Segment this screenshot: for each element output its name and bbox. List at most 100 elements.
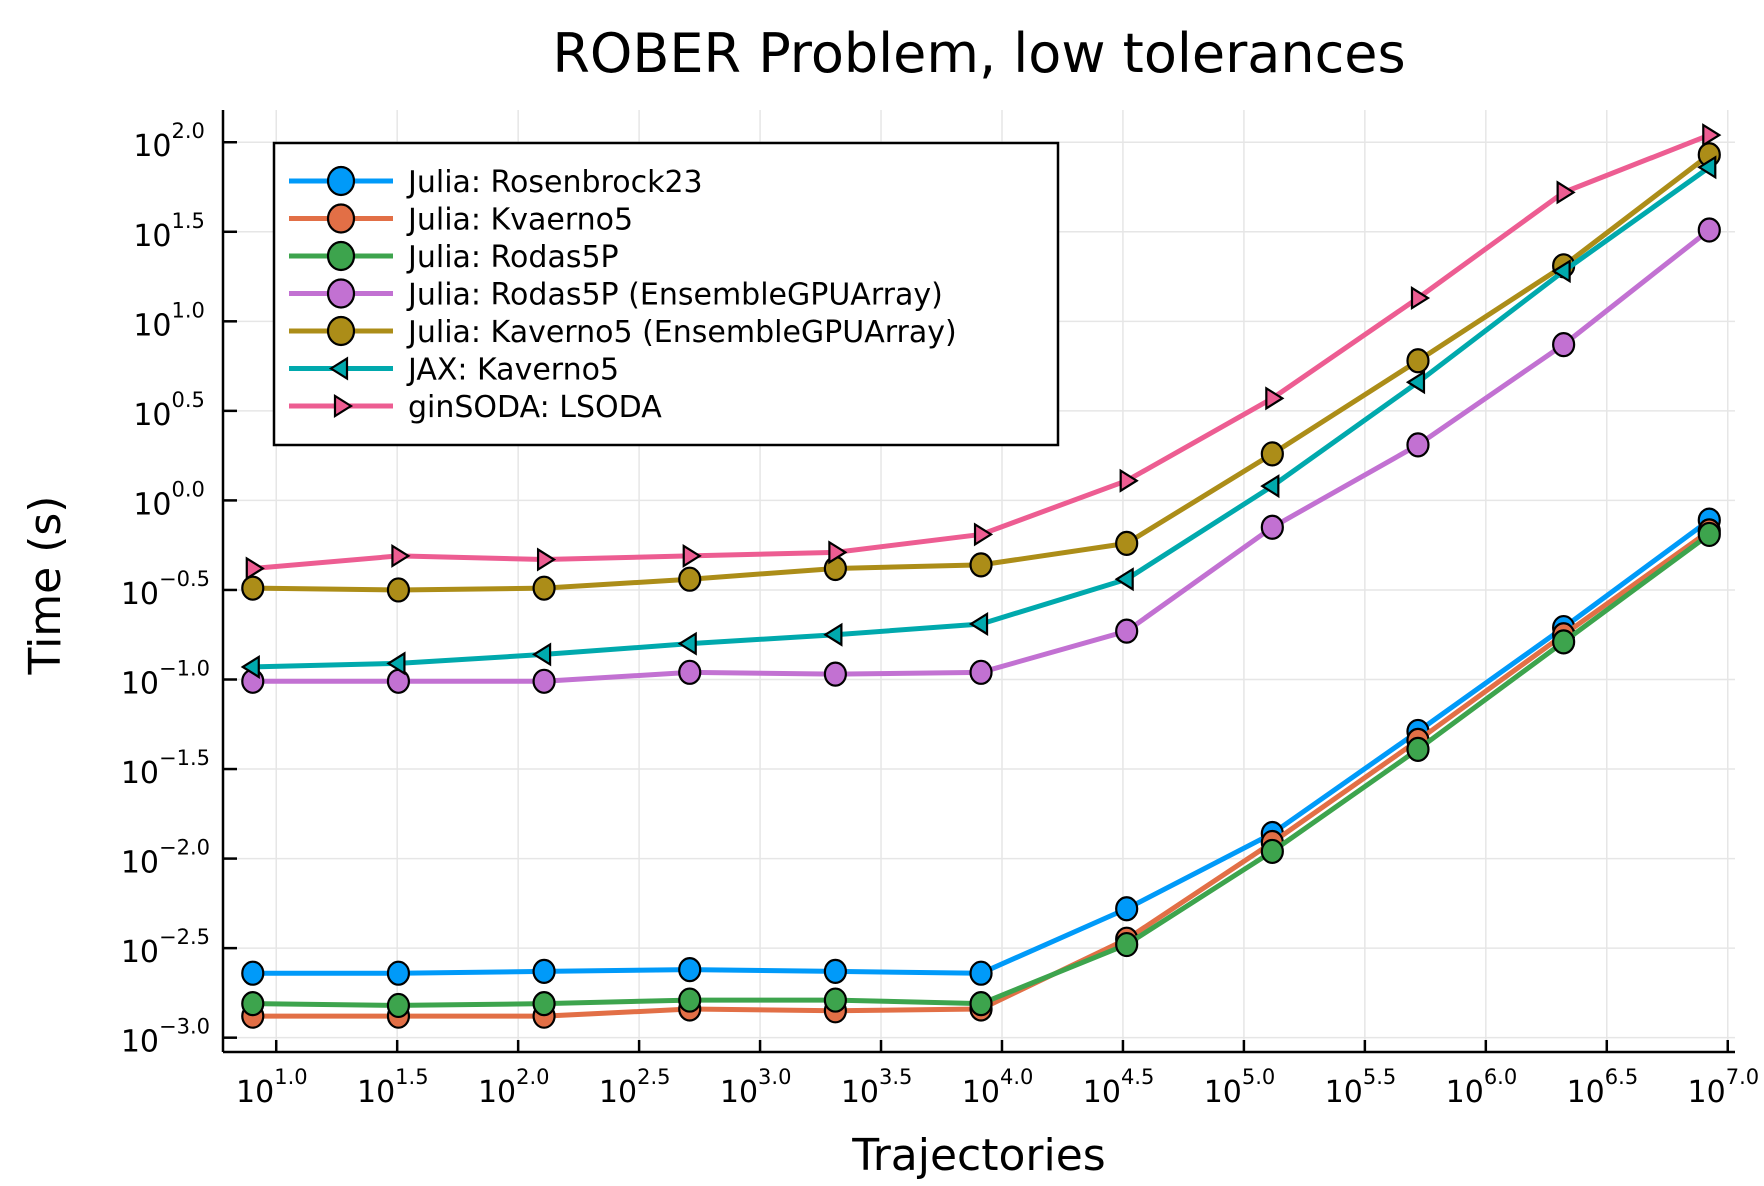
y-tick-label: 10 bbox=[133, 398, 171, 433]
legend-marker bbox=[328, 356, 349, 381]
x-tick-label: 10 bbox=[1204, 1075, 1242, 1110]
y-ticks: 10 2.010 1.510 1.010 0.510 0.010 −0.510 −1.010−… bbox=[121, 119, 237, 1060]
data-point bbox=[386, 992, 411, 1019]
data-point bbox=[532, 958, 556, 985]
data-point bbox=[386, 577, 411, 603]
series bbox=[240, 123, 1722, 1029]
y-tick-exponent: −3.0 bbox=[159, 1015, 210, 1039]
x-tick-label: 10 bbox=[841, 1075, 879, 1110]
chart-title: ROBER Problem, low tolerances bbox=[552, 22, 1405, 85]
data-point bbox=[532, 668, 556, 694]
data-point bbox=[240, 654, 260, 679]
data-point bbox=[968, 611, 989, 636]
data-point bbox=[1260, 838, 1284, 865]
x-tick-exponent: 5.5 bbox=[1363, 1065, 1396, 1089]
data-point bbox=[391, 543, 411, 568]
legend-marker bbox=[333, 394, 354, 418]
series-julia-rodas5p bbox=[241, 521, 1721, 1019]
data-point bbox=[678, 957, 702, 983]
data-point bbox=[1410, 286, 1431, 311]
data-point bbox=[969, 960, 993, 986]
legend-marker bbox=[326, 278, 356, 309]
x-axis-label: Trajectories bbox=[851, 1130, 1105, 1181]
x-tick-exponent: 6.0 bbox=[1484, 1065, 1517, 1089]
legend-label: Julia: Kaverno5 (EnsembleGPUArray) bbox=[406, 315, 957, 350]
data-point bbox=[532, 642, 552, 667]
legend-label: Julia: Kvaerno5 bbox=[406, 203, 633, 238]
legend-marker bbox=[326, 315, 356, 347]
series-jax-kaverno5 bbox=[240, 155, 1717, 679]
series-julia-rodas5p-ensemblegpuarray bbox=[241, 217, 1721, 694]
legend-label: JAX: Kaverno5 bbox=[406, 353, 619, 388]
data-point bbox=[1406, 432, 1430, 458]
x-tick-exponent: 5.0 bbox=[1242, 1065, 1275, 1089]
y-tick-label: 10 bbox=[121, 577, 159, 612]
y-tick-label: 10 bbox=[133, 487, 171, 522]
x-tick-label: 10 bbox=[962, 1075, 1000, 1110]
data-point bbox=[386, 668, 411, 694]
y-axis-label: Time (s) bbox=[20, 496, 71, 676]
data-point bbox=[1551, 259, 1571, 284]
data-point bbox=[1260, 474, 1280, 499]
y-tick-label: 10 bbox=[133, 129, 171, 164]
legend-item: ginSODA: LSODA bbox=[289, 390, 662, 425]
data-point bbox=[241, 991, 265, 1017]
x-tick-label: 10 bbox=[236, 1075, 274, 1110]
data-point bbox=[241, 960, 265, 986]
data-point bbox=[682, 543, 702, 568]
y-tick-label: 10 bbox=[133, 308, 171, 343]
data-point bbox=[245, 556, 265, 581]
y-tick-exponent: 1.0 bbox=[172, 298, 205, 322]
data-point bbox=[1405, 370, 1426, 395]
data-point bbox=[1702, 123, 1722, 148]
data-point bbox=[1406, 736, 1430, 762]
x-tick-exponent: 2.0 bbox=[516, 1065, 549, 1089]
x-tick-exponent: 4.5 bbox=[1121, 1065, 1154, 1089]
data-point bbox=[1115, 618, 1139, 644]
data-point bbox=[1697, 217, 1721, 243]
y-tick-label: 10 bbox=[121, 666, 159, 701]
x-tick-exponent: 7.0 bbox=[1726, 1065, 1759, 1089]
data-point bbox=[678, 987, 702, 1013]
x-tick-exponent: 3.5 bbox=[879, 1065, 912, 1089]
legend-item: Julia: Kvaerno5 bbox=[289, 203, 633, 238]
data-point bbox=[969, 659, 993, 685]
data-point bbox=[1114, 567, 1134, 592]
y-tick-exponent: 0.5 bbox=[172, 388, 205, 412]
legend-item: JAX: Kaverno5 bbox=[289, 353, 619, 388]
legend-box bbox=[272, 141, 1060, 447]
data-point bbox=[386, 651, 406, 676]
x-tick-label: 10 bbox=[1567, 1075, 1605, 1110]
data-point bbox=[823, 622, 843, 647]
data-point bbox=[1406, 348, 1430, 374]
y-tick-exponent: 0.0 bbox=[172, 477, 205, 501]
legend-label: Julia: Rodas5P (EnsembleGPUArray) bbox=[406, 278, 943, 313]
y-tick-exponent: 1.5 bbox=[172, 209, 205, 233]
data-point bbox=[386, 960, 411, 986]
legend-item: Julia: Rosenbrock23 bbox=[289, 165, 703, 200]
x-tick-label: 10 bbox=[1446, 1075, 1484, 1110]
y-tick-label: 10 bbox=[133, 219, 171, 254]
x-tick-exponent: 1.5 bbox=[395, 1065, 428, 1089]
data-point bbox=[823, 555, 847, 582]
x-tick-label: 10 bbox=[1688, 1075, 1726, 1110]
y-tick-exponent: −2.0 bbox=[159, 836, 210, 860]
data-point bbox=[1552, 332, 1576, 358]
data-point bbox=[823, 661, 847, 687]
data-point bbox=[969, 991, 993, 1017]
legend-marker bbox=[326, 240, 356, 272]
x-ticks: 10 1.0 10 1.5 10 2.0 10 2.5 10 3.0 10 3.5 10 4.0 10 4.5… bbox=[236, 1040, 1759, 1110]
data-point bbox=[677, 631, 697, 656]
data-point bbox=[678, 659, 702, 685]
data-point bbox=[678, 566, 702, 592]
data-point bbox=[1556, 180, 1576, 205]
data-point bbox=[823, 987, 847, 1013]
data-point bbox=[241, 575, 265, 601]
y-tick-exponent: −0.5 bbox=[159, 567, 210, 591]
y-tick-label: 10 bbox=[121, 1025, 159, 1060]
x-tick-label: 10 bbox=[720, 1075, 758, 1110]
data-point bbox=[1552, 629, 1576, 655]
legend-marker bbox=[326, 203, 356, 234]
x-tick-label: 10 bbox=[1325, 1075, 1363, 1110]
